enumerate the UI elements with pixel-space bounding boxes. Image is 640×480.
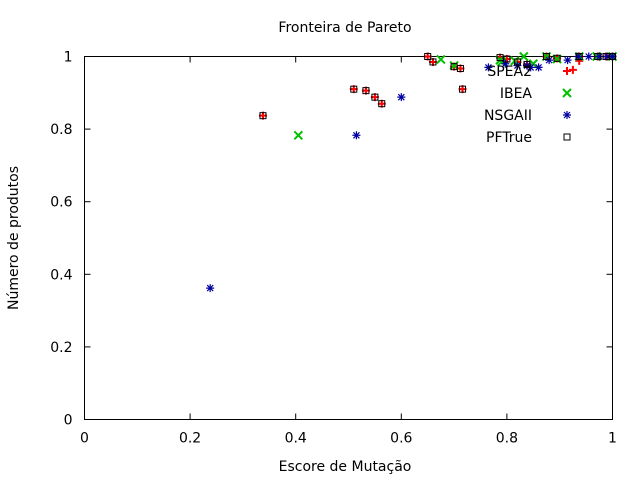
series-nsgaii xyxy=(206,52,617,293)
x-tick-label: 0.6 xyxy=(390,431,412,447)
x-axis-label: Escore de Mutação xyxy=(279,459,412,475)
data-point-nsgaii xyxy=(584,52,593,61)
data-point-nsgaii xyxy=(522,61,531,70)
series-ibea xyxy=(293,51,618,140)
data-point-nsgaii xyxy=(397,93,406,102)
x-tick-label: 0.2 xyxy=(179,431,201,447)
data-point-pftrue xyxy=(609,53,616,60)
data-point-nsgaii xyxy=(484,63,493,72)
y-axis-label: Número de produtos xyxy=(6,166,22,310)
y-tick-label: 1 xyxy=(64,50,73,66)
y-tick-label: 0.8 xyxy=(50,122,72,138)
data-point-pftrue xyxy=(553,54,561,62)
legend-marker-ibea xyxy=(562,88,572,98)
data-point-pftrue xyxy=(424,53,432,60)
plot-frame xyxy=(84,56,613,420)
y-tick-label: 0 xyxy=(64,413,73,429)
data-point-pftrue xyxy=(496,54,504,62)
data-point-pftrue xyxy=(371,93,379,101)
x-tick-label: 0 xyxy=(80,431,89,447)
legend-marker-spea2 xyxy=(563,67,571,75)
data-point-pftrue xyxy=(594,53,602,60)
data-point-ibea xyxy=(519,51,529,62)
data-points xyxy=(206,51,618,293)
data-point-pftrue xyxy=(575,53,583,60)
data-point-nsgaii xyxy=(501,59,510,68)
data-point-pftrue xyxy=(459,85,467,93)
data-point-nsgaii xyxy=(352,131,361,140)
data-point-nsgaii xyxy=(608,52,617,61)
legend-label-ibea: IBEA xyxy=(500,86,533,102)
series-pftrue xyxy=(259,53,616,120)
x-tick-label: 0.8 xyxy=(496,431,518,447)
data-point-nsgaii xyxy=(603,52,612,61)
data-point-pftrue xyxy=(350,85,358,93)
chart-title: Fronteira de Pareto xyxy=(278,20,411,36)
data-point-pftrue xyxy=(523,60,531,68)
y-tick-label: 0.2 xyxy=(50,340,72,356)
data-point-nsgaii xyxy=(534,63,543,72)
data-point-pftrue xyxy=(543,53,550,60)
legend-marker-pftrue xyxy=(563,133,571,141)
legend-label-nsgaii: NSGAII xyxy=(484,108,532,124)
data-point-pftrue xyxy=(429,58,437,66)
data-point-nsgaii xyxy=(545,56,554,65)
data-point-nsgaii xyxy=(563,56,572,65)
data-point-pftrue xyxy=(362,87,370,95)
data-point-nsgaii xyxy=(206,284,215,293)
data-point-spea2 xyxy=(568,65,577,74)
data-point-pftrue xyxy=(456,64,464,72)
data-point-pftrue xyxy=(513,58,521,66)
legend-label-pftrue: PFTrue xyxy=(486,130,532,146)
x-tick-label: 1 xyxy=(608,431,617,447)
y-axis-ticks: 0 0.2 0.4 0.6 0.8 1 xyxy=(50,50,613,429)
legend: SPEA2 IBEA NSGAII PFTrue xyxy=(484,64,572,146)
data-point-pftrue xyxy=(503,55,511,63)
y-tick-label: 0.4 xyxy=(50,267,72,283)
data-point-nsgaii xyxy=(574,52,583,61)
data-point-ibea xyxy=(293,130,304,140)
data-point-ibea xyxy=(436,54,446,65)
data-point-pftrue xyxy=(378,100,386,108)
legend-marker-nsgaii xyxy=(563,111,571,119)
data-point-nsgaii xyxy=(595,52,604,61)
x-tick-label: 0.4 xyxy=(285,431,307,447)
data-point-pftrue xyxy=(259,112,267,120)
x-axis-ticks: 0 0.2 0.4 0.6 0.8 1 xyxy=(80,56,617,447)
y-tick-label: 0.6 xyxy=(50,195,72,211)
legend-label-spea2: SPEA2 xyxy=(487,64,532,80)
data-point-nsgaii xyxy=(526,63,535,72)
data-point-nsgaii xyxy=(513,61,522,70)
